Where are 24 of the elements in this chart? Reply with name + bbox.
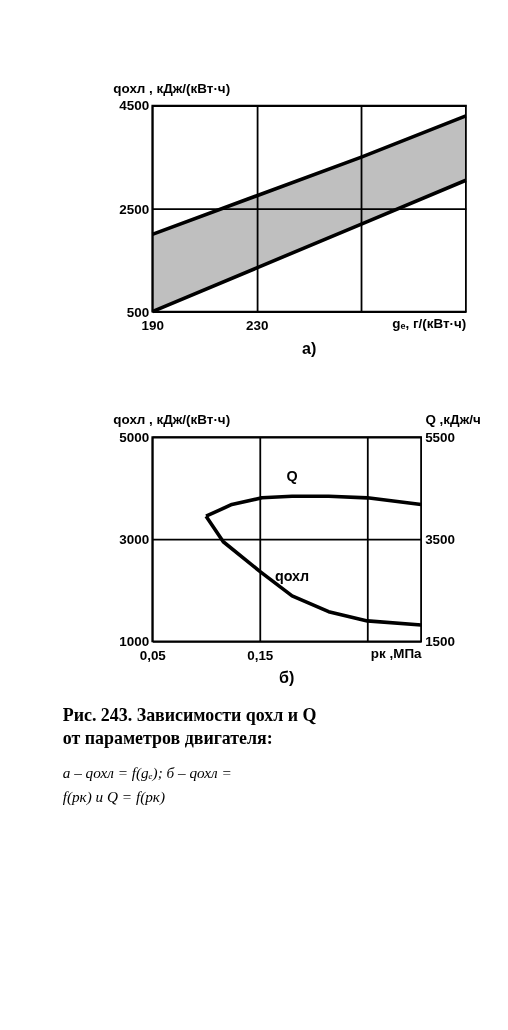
y2-tick-label: 5500 bbox=[425, 429, 455, 445]
text: б) bbox=[279, 668, 295, 687]
y2-axis-title: Q ,кДж/ч bbox=[425, 412, 481, 428]
y-tick-label: 3000 bbox=[119, 532, 150, 548]
series-label: qохл bbox=[274, 567, 310, 584]
y-tick-label: 5000 bbox=[119, 429, 150, 445]
x-tick-label: 0,05 bbox=[139, 647, 167, 663]
y-axis-title: qохл , кДж/(кВт·ч) bbox=[113, 80, 231, 96]
x-axis-title: gₑ, г/(кВт·ч) bbox=[392, 316, 467, 332]
text: а) bbox=[301, 338, 317, 357]
x-tick-label: 190 bbox=[141, 318, 164, 333]
x-axis-title: pк ,МПа bbox=[370, 645, 423, 661]
text: а – qохл = f(gₑ); б – qохл = f(pк) и Q = f(pк) bbox=[62, 764, 232, 806]
y-tick-label: 1000 bbox=[119, 634, 150, 650]
y-tick-label: 4500 bbox=[119, 98, 150, 114]
y-axis-title: qохл , кДж/(кВт·ч) bbox=[113, 412, 231, 428]
y2-tick-label: 1500 bbox=[425, 634, 455, 650]
x-tick-label: 230 bbox=[246, 318, 269, 333]
y2-tick-label: 3500 bbox=[425, 532, 455, 548]
y-tick-label: 500 bbox=[126, 304, 150, 320]
x-tick-label: 0,15 bbox=[247, 647, 274, 663]
series-label: Q bbox=[286, 468, 298, 485]
y-tick-label: 2500 bbox=[119, 201, 150, 217]
text: Рис. 243. Зависимости qохл и Q от параметров двигателя: bbox=[62, 705, 317, 749]
